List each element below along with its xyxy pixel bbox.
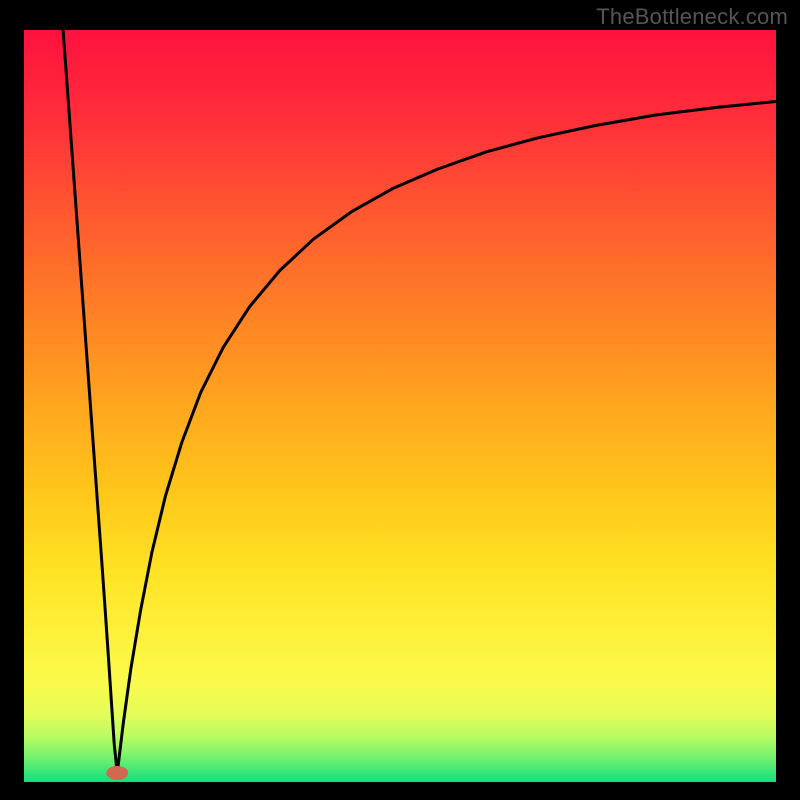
marker-layer bbox=[24, 30, 776, 782]
plot-area bbox=[24, 30, 776, 782]
chart-frame: TheBottleneck.com bbox=[0, 0, 800, 800]
watermark-text: TheBottleneck.com bbox=[596, 4, 788, 30]
cusp-marker bbox=[106, 766, 128, 780]
